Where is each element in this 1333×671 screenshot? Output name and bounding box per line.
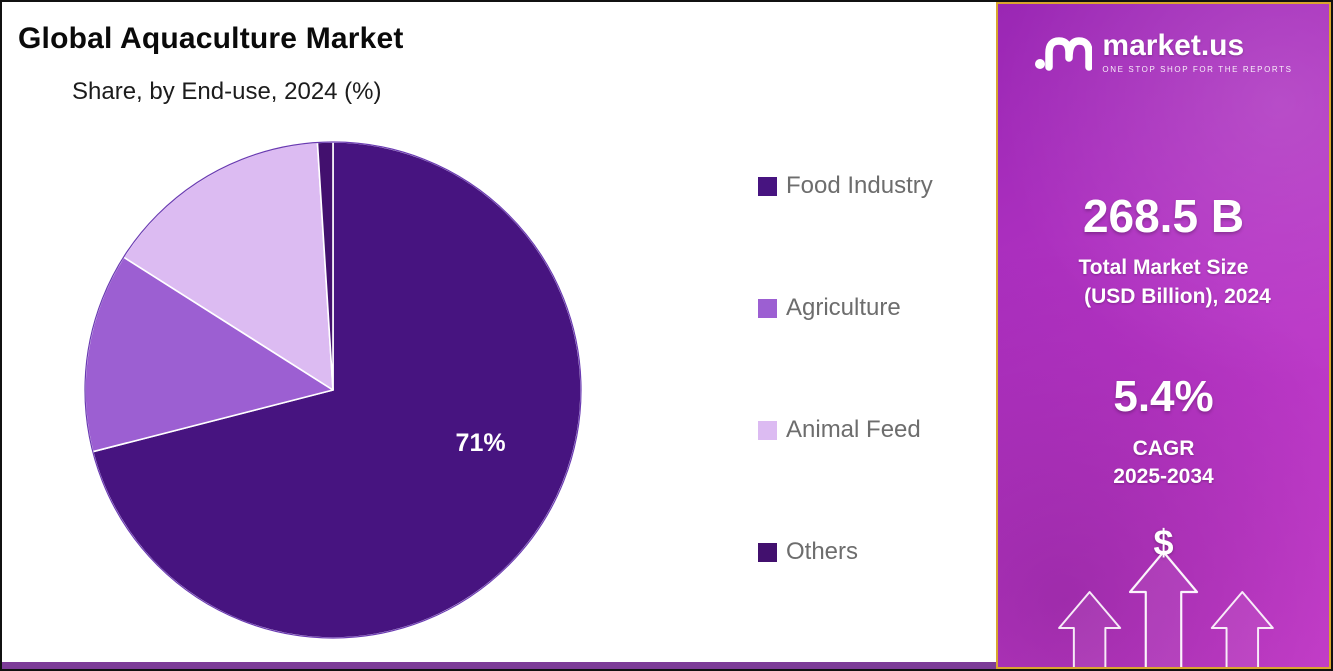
stats-panel: market.us ONE STOP SHOP FOR THE REPORTS … [996,2,1331,669]
legend-item-animal-feed: Animal Feed [758,416,933,444]
brand-name: market.us [1102,29,1245,62]
chart-subtitle: Share, by End-use, 2024 (%) [72,78,382,105]
chart-legend: Food Industry Agriculture Animal Feed Other… [758,172,933,566]
legend-item-agriculture: Agriculture [758,294,933,322]
legend-label-animal-feed: Animal Feed [786,416,921,443]
legend-swatch-food-industry [758,176,777,196]
pie-outline [84,141,582,639]
pie-value-label: 71% [456,429,506,457]
legend-label-others: Others [786,538,859,565]
page-title: Global Aquaculture Market [18,22,404,55]
brand-tagline: ONE STOP SHOP FOR THE REPORTS [1102,64,1293,74]
bottom-accent-strip [2,662,996,669]
pie-chart: 71% [77,134,589,646]
legend-label-agriculture: Agriculture [786,294,901,321]
marketus-logo-icon [1035,37,1093,71]
legend-swatch-others [758,542,777,562]
dollar-icon: $ [1153,522,1174,563]
market-size-value: 268.5 B [1082,190,1245,242]
chart-area: Global Aquaculture Market Share, by End-… [2,2,996,669]
legend-label-food-industry: Food Industry [786,172,933,199]
market-size-label-line2: (USD Billion), 2024 [1084,285,1271,308]
brand-header: market.us ONE STOP SHOP FOR THE REPORTS [998,30,1329,74]
legend-item-others: Others [758,538,933,566]
cagr-years: 2025-2034 [1113,465,1214,488]
growth-arrows-icon [1058,550,1274,667]
cagr-value: 5.4% [1113,372,1214,421]
cagr-label: CAGR [1132,437,1195,460]
market-size-label-line1: Total Market Size [1078,256,1249,279]
legend-swatch-agriculture [758,298,777,318]
brand-text-block: market.us ONE STOP SHOP FOR THE REPORTS [1102,30,1292,74]
pie-chart-svg: 71% [84,141,582,639]
legend-swatch-animal-feed [758,420,777,440]
legend-item-food-industry: Food Industry [758,172,933,200]
